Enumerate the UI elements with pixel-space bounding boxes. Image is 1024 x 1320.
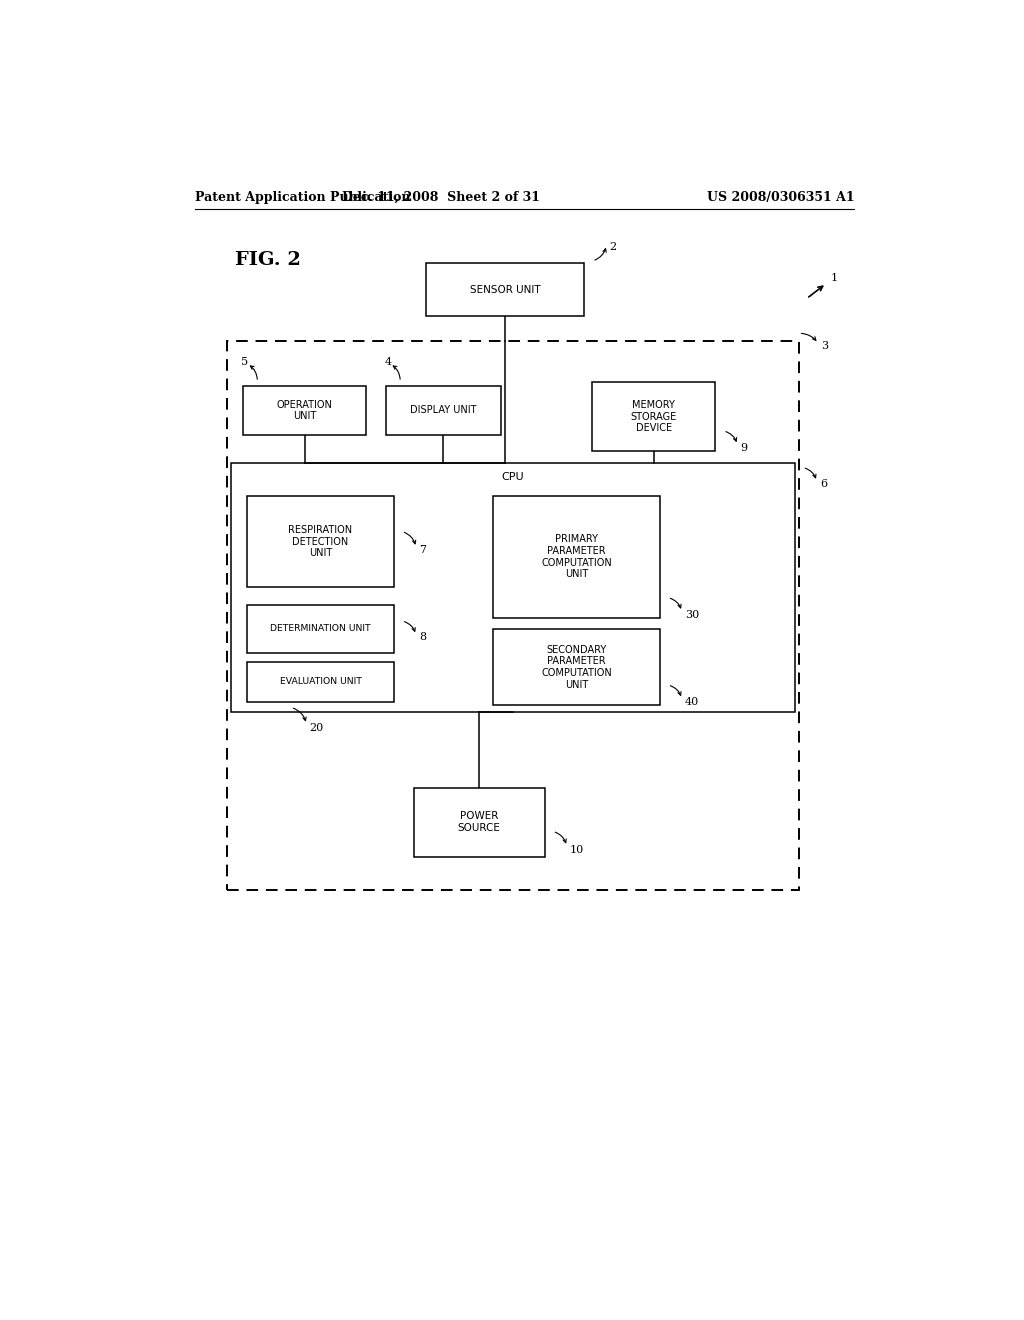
Text: MEMORY
STORAGE
DEVICE: MEMORY STORAGE DEVICE xyxy=(631,400,677,433)
Text: POWER
SOURCE: POWER SOURCE xyxy=(458,812,501,833)
Text: FIG. 2: FIG. 2 xyxy=(236,251,301,269)
Text: 6: 6 xyxy=(820,479,827,488)
Text: OPERATION
UNIT: OPERATION UNIT xyxy=(276,400,333,421)
Bar xyxy=(592,381,715,451)
Text: DETERMINATION UNIT: DETERMINATION UNIT xyxy=(270,624,371,634)
Text: EVALUATION UNIT: EVALUATION UNIT xyxy=(280,677,361,686)
Text: 8: 8 xyxy=(419,632,426,642)
Text: US 2008/0306351 A1: US 2008/0306351 A1 xyxy=(707,191,854,205)
Text: SENSOR UNIT: SENSOR UNIT xyxy=(470,285,541,294)
Text: 2: 2 xyxy=(609,242,616,252)
Text: 1: 1 xyxy=(830,273,838,284)
Text: 40: 40 xyxy=(685,697,699,708)
Text: Dec. 11, 2008  Sheet 2 of 31: Dec. 11, 2008 Sheet 2 of 31 xyxy=(342,191,541,205)
Bar xyxy=(494,496,659,618)
Bar xyxy=(247,661,394,702)
Text: DISPLAY UNIT: DISPLAY UNIT xyxy=(411,405,477,416)
Bar xyxy=(426,263,585,315)
Bar xyxy=(247,496,394,587)
Text: CPU: CPU xyxy=(502,471,524,482)
Text: 10: 10 xyxy=(570,845,585,854)
Text: 5: 5 xyxy=(242,356,249,367)
Text: RESPIRATION
DETECTION
UNIT: RESPIRATION DETECTION UNIT xyxy=(289,525,352,558)
Bar xyxy=(231,463,795,713)
Bar xyxy=(227,342,799,890)
Bar xyxy=(494,630,659,705)
Bar xyxy=(386,385,501,434)
Text: 9: 9 xyxy=(740,444,748,453)
Bar xyxy=(414,788,545,857)
Text: SECONDARY
PARAMETER
COMPUTATION
UNIT: SECONDARY PARAMETER COMPUTATION UNIT xyxy=(541,644,611,689)
Bar xyxy=(247,605,394,653)
Text: 7: 7 xyxy=(419,545,426,554)
Text: 3: 3 xyxy=(821,342,828,351)
Text: 30: 30 xyxy=(685,610,699,620)
Text: Patent Application Publication: Patent Application Publication xyxy=(196,191,411,205)
Text: 20: 20 xyxy=(309,722,324,733)
Bar xyxy=(243,385,367,434)
Text: 4: 4 xyxy=(384,356,391,367)
Text: PRIMARY
PARAMETER
COMPUTATION
UNIT: PRIMARY PARAMETER COMPUTATION UNIT xyxy=(541,535,611,579)
